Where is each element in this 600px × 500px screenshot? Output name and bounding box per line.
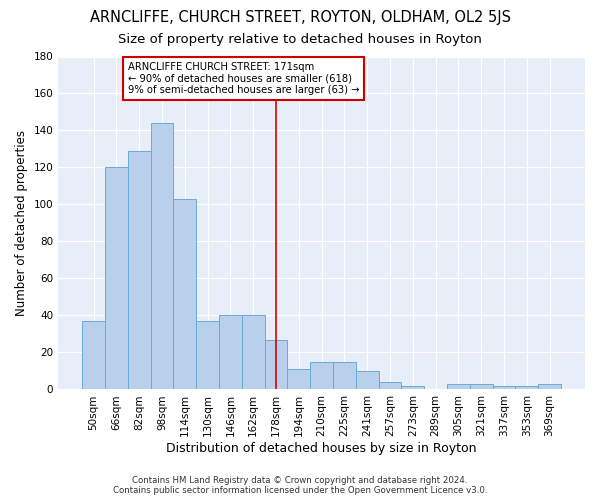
Bar [379,382,401,390]
Bar [173,199,196,390]
Bar [356,371,379,390]
Y-axis label: Number of detached properties: Number of detached properties [15,130,28,316]
Bar [287,369,310,390]
Bar [196,321,219,390]
Text: ARNCLIFFE, CHURCH STREET, ROYTON, OLDHAM, OL2 5JS: ARNCLIFFE, CHURCH STREET, ROYTON, OLDHAM… [89,10,511,25]
Text: Size of property relative to detached houses in Royton: Size of property relative to detached ho… [118,32,482,46]
Bar [242,316,265,390]
Bar [493,386,515,390]
Bar [310,362,333,390]
Bar [447,384,470,390]
Bar [538,384,561,390]
Bar [470,384,493,390]
Text: Contains HM Land Registry data © Crown copyright and database right 2024.
Contai: Contains HM Land Registry data © Crown c… [113,476,487,495]
Text: ARNCLIFFE CHURCH STREET: 171sqm
← 90% of detached houses are smaller (618)
9% of: ARNCLIFFE CHURCH STREET: 171sqm ← 90% of… [128,62,359,95]
X-axis label: Distribution of detached houses by size in Royton: Distribution of detached houses by size … [166,442,477,455]
Bar [401,386,424,390]
Bar [151,123,173,390]
Bar [219,316,242,390]
Bar [82,321,105,390]
Bar [265,340,287,390]
Bar [128,151,151,390]
Bar [333,362,356,390]
Bar [105,168,128,390]
Bar [515,386,538,390]
